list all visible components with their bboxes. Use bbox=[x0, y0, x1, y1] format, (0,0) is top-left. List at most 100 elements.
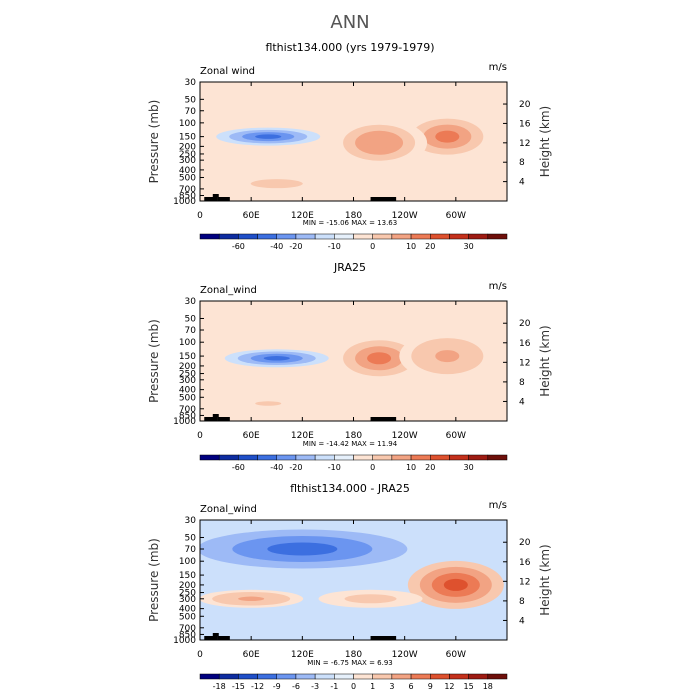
colorbar-swatch bbox=[314, 454, 335, 461]
y-tick-label: 300 bbox=[179, 595, 196, 605]
units-label: m/s bbox=[489, 500, 507, 511]
colorbar-swatch bbox=[238, 233, 258, 240]
colorbar-label: 1 bbox=[370, 682, 375, 691]
y2-tick-label: 12 bbox=[519, 358, 530, 368]
colorbar-label: -18 bbox=[213, 682, 226, 691]
y-tick-label: 70 bbox=[185, 107, 197, 117]
colorbar-swatch bbox=[430, 673, 450, 680]
colorbar-label: -15 bbox=[232, 682, 245, 691]
colorbar-swatch bbox=[468, 454, 489, 461]
y2-tick-label: 4 bbox=[519, 178, 525, 188]
colorbar-swatch bbox=[276, 233, 297, 240]
y-tick-label: 30 bbox=[185, 297, 197, 307]
colorbar-swatch bbox=[353, 233, 373, 240]
min-max-stats: MIN = -6.75 MAX = 6.93 bbox=[307, 659, 393, 667]
colorbar-label: -40 bbox=[270, 242, 283, 251]
y-tick-label: 700 bbox=[179, 185, 196, 195]
field-name: Zonal_wind bbox=[200, 504, 257, 515]
y-tick-label: 50 bbox=[185, 533, 197, 543]
y-axis-label: Pressure (mb) bbox=[147, 538, 161, 622]
colorbar-swatch bbox=[391, 233, 412, 240]
units-label: m/s bbox=[489, 281, 507, 292]
contour-feature-4-level-4 bbox=[255, 401, 282, 406]
colorbar-label: -1 bbox=[330, 682, 338, 691]
panel-title: flthist134.000 - JRA25 bbox=[290, 482, 410, 495]
colorbar-label: 10 bbox=[406, 463, 416, 472]
colorbar-label: -60 bbox=[232, 242, 245, 251]
min-max-stats: MIN = -14.42 MAX = 11.94 bbox=[303, 440, 398, 448]
colorbar-label: 15 bbox=[464, 682, 474, 691]
colorbar-label: 9 bbox=[428, 682, 433, 691]
y2-tick-label: 16 bbox=[519, 339, 531, 349]
colorbar-swatch bbox=[372, 233, 393, 240]
colorbar-swatch bbox=[199, 233, 220, 240]
colorbar-label: 30 bbox=[464, 463, 474, 472]
x-tick-label: 120W bbox=[392, 211, 418, 221]
colorbar-swatch bbox=[199, 454, 220, 461]
topography bbox=[204, 633, 397, 640]
topography-block-2 bbox=[217, 197, 230, 201]
colorbar-label: 0 bbox=[351, 682, 356, 691]
panel-title: JRA25 bbox=[333, 261, 366, 274]
min-max-stats: MIN = -15.06 MAX = 13.63 bbox=[303, 219, 397, 227]
contour-field bbox=[200, 82, 507, 201]
y-tick-label: 200 bbox=[179, 362, 196, 372]
y-tick-label: 200 bbox=[179, 581, 196, 591]
contour-field bbox=[200, 520, 507, 640]
colorbar-swatch bbox=[295, 233, 316, 240]
y-tick-label: 150 bbox=[179, 133, 196, 143]
colorbar-swatch bbox=[276, 673, 297, 680]
colorbar-swatch bbox=[353, 673, 373, 680]
x-tick-label: 60W bbox=[446, 431, 466, 441]
y-tick-label: 250 bbox=[179, 370, 196, 380]
y-tick-label: 100 bbox=[179, 119, 196, 129]
y-tick-label: 1000 bbox=[173, 417, 196, 427]
colorbar-swatch bbox=[372, 673, 393, 680]
y-tick-label: 1000 bbox=[173, 636, 196, 646]
colorbar: -60 -40 -20 -10 0 10 20 30 bbox=[199, 454, 508, 472]
colorbar-swatch bbox=[372, 454, 393, 461]
colorbar-label: 3 bbox=[389, 682, 394, 691]
x-tick-label: 60E bbox=[243, 431, 260, 441]
y-tick-label: 500 bbox=[179, 173, 196, 183]
y2-tick-label: 12 bbox=[519, 139, 530, 149]
colorbar-swatch bbox=[314, 673, 335, 680]
y2-tick-label: 8 bbox=[519, 158, 525, 168]
colorbar-swatch bbox=[314, 233, 335, 240]
y-tick-label: 850 bbox=[179, 411, 196, 421]
x-tick-label: 0 bbox=[197, 431, 203, 441]
contour-feature-4-level-4 bbox=[357, 596, 384, 602]
y-tick-label: 1000 bbox=[173, 197, 196, 207]
colorbar-label: 20 bbox=[425, 463, 435, 472]
y-tick-label: 200 bbox=[179, 142, 196, 152]
y-tick-label: 400 bbox=[179, 166, 196, 176]
colorbar-label: 0 bbox=[370, 242, 375, 251]
colorbar-swatch bbox=[487, 454, 508, 461]
x-tick-label: 120E bbox=[291, 431, 314, 441]
y-tick-label: 100 bbox=[179, 338, 196, 348]
colorbar-swatch bbox=[430, 454, 450, 461]
y-tick-label: 700 bbox=[179, 624, 196, 634]
panel-1: flthist134.000 (yrs 1979-1979) Zonal wind… bbox=[147, 41, 552, 251]
y-tick-label: 30 bbox=[185, 516, 197, 526]
colorbar-swatch bbox=[487, 233, 508, 240]
colorbar-label: 30 bbox=[464, 242, 474, 251]
x-tick-label: 60E bbox=[243, 650, 260, 660]
colorbar-swatch bbox=[257, 673, 277, 680]
colorbar-swatch bbox=[238, 454, 258, 461]
y-tick-label: 150 bbox=[179, 571, 196, 581]
contour-feature-4-level-4 bbox=[263, 181, 290, 186]
topography-block-1 bbox=[204, 417, 218, 421]
y-tick-label: 30 bbox=[185, 78, 197, 88]
colorbar-swatch bbox=[334, 233, 354, 240]
y2-axis-label: Height (km) bbox=[538, 325, 552, 396]
colorbar-label: -6 bbox=[292, 682, 300, 691]
colorbar-swatch bbox=[257, 454, 277, 461]
colorbar: -18 -15 -12 -9 -6 -3 -1 0 1 3 6 9 12 15 18 bbox=[199, 673, 508, 691]
topography-block-3 bbox=[370, 197, 397, 201]
topography-peak bbox=[212, 194, 219, 197]
colorbar-swatch bbox=[487, 673, 508, 680]
topography-block-1 bbox=[204, 197, 218, 201]
